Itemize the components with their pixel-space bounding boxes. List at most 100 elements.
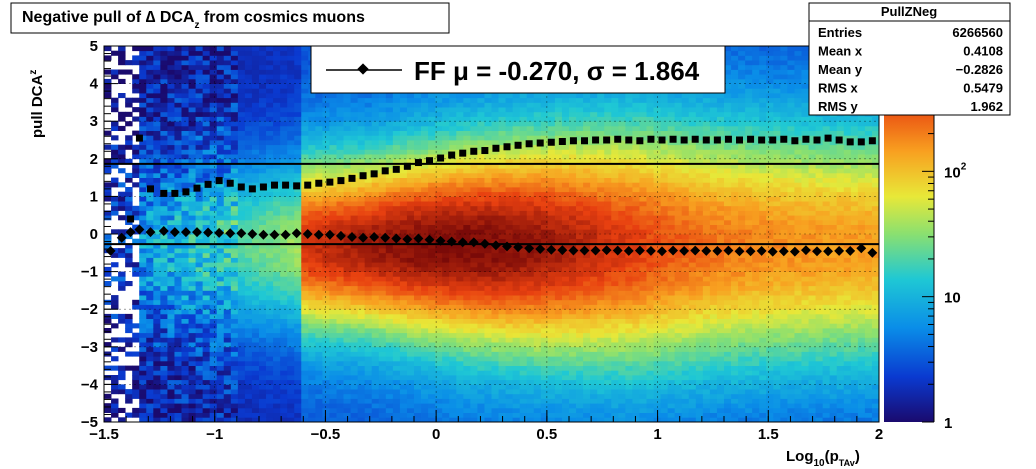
rms-point <box>426 157 433 165</box>
mean-point <box>335 230 346 241</box>
mean-point <box>369 232 380 242</box>
mean-point <box>468 237 479 248</box>
mean-point <box>812 246 822 257</box>
rms-point <box>359 172 367 180</box>
mean-point <box>513 242 524 253</box>
rms-point <box>459 149 467 157</box>
mean-point <box>634 245 645 256</box>
mean-point <box>789 246 800 257</box>
stats-box: PullZNeg Entries 6266560 Mean x 0.4108 Mean … <box>808 2 1011 116</box>
rms-point <box>282 181 290 189</box>
mean-point <box>479 238 490 249</box>
rms-point <box>625 136 633 144</box>
x-tick-label: 1.5 <box>758 426 779 443</box>
rms-point <box>503 143 511 151</box>
rms-point <box>614 135 622 143</box>
mean-point <box>247 229 258 239</box>
x-axis-label: Log10(pTAv) <box>786 448 860 469</box>
mean-point <box>767 246 778 257</box>
rms-point <box>348 174 356 182</box>
x-tick-label: 0 <box>432 426 440 443</box>
x-tick-label: 2 <box>875 426 883 443</box>
rms-point <box>437 154 445 162</box>
rms-point <box>813 136 821 144</box>
rms-point <box>824 134 832 142</box>
rms-point <box>592 136 600 144</box>
mean-point <box>391 233 402 244</box>
palette-tick-label: 10 <box>944 290 961 307</box>
mean-point <box>800 245 811 256</box>
mean-point <box>125 227 136 238</box>
rms-point <box>135 134 143 142</box>
y-tick-label: −2 <box>81 301 98 318</box>
mean-point <box>645 245 656 256</box>
mean-point <box>834 245 845 256</box>
mean-point <box>169 227 180 238</box>
y-tick-label: 4 <box>90 76 99 93</box>
mean-point <box>258 229 269 240</box>
rms-point <box>237 183 245 191</box>
stats-value: 0.5479 <box>963 81 1003 96</box>
x-tick-label: 0.5 <box>536 426 557 443</box>
mean-point <box>657 246 667 257</box>
rms-point <box>581 137 588 145</box>
y-tick-label: −4 <box>81 376 99 393</box>
mean-point <box>134 224 145 235</box>
y-tick-label: 5 <box>90 38 98 55</box>
mean-point <box>269 229 280 240</box>
x-tick-label: 1 <box>653 426 661 443</box>
mean-point <box>502 241 512 252</box>
stats-value: 1.962 <box>970 99 1003 114</box>
rms-point <box>647 135 655 143</box>
mean-point <box>723 245 734 256</box>
mean-point <box>856 243 867 254</box>
rms-point <box>747 135 755 143</box>
mean-point <box>214 227 225 238</box>
mean-point <box>116 232 127 243</box>
mean-point <box>105 245 116 256</box>
mean-point <box>756 245 767 256</box>
palette-tick-label: 102 <box>944 161 967 181</box>
rms-point <box>259 183 267 191</box>
mean-point <box>280 229 291 240</box>
mean-point <box>145 227 156 238</box>
rms-point <box>514 141 522 149</box>
rms-point <box>248 185 256 193</box>
y-tick-label: 3 <box>90 113 98 130</box>
mean-point <box>203 227 214 238</box>
rms-point <box>724 135 732 143</box>
rms-point <box>392 165 400 173</box>
rms-point <box>603 136 611 144</box>
x-tick-label: −1.5 <box>89 426 119 443</box>
rms-point <box>547 138 555 146</box>
stats-title: PullZNeg <box>881 4 937 19</box>
y-tick-label: −1 <box>81 264 98 281</box>
rms-point <box>846 138 854 146</box>
rms-point <box>293 182 301 190</box>
mean-point <box>380 232 391 243</box>
mean-point <box>612 245 623 256</box>
mean-point <box>867 247 878 258</box>
rms-point <box>702 136 710 144</box>
x-tick-label: −0.5 <box>311 426 341 443</box>
rms-point <box>569 137 577 145</box>
mean-point <box>590 245 601 256</box>
y-tick-label: 1 <box>90 188 98 205</box>
rms-point <box>769 136 777 144</box>
rms-point <box>127 215 135 223</box>
legend: FF μ = -0.270, σ = 1.864 <box>310 45 726 94</box>
rms-point <box>193 184 201 192</box>
rms-point <box>226 179 234 187</box>
mean-point <box>535 244 546 254</box>
mean-point <box>225 228 236 239</box>
mean-point <box>845 245 856 256</box>
rms-point <box>868 137 876 145</box>
mean-point <box>690 245 701 256</box>
rms-point <box>791 137 799 145</box>
rms-point <box>448 151 456 159</box>
rms-point <box>525 140 533 148</box>
heatmap-cells <box>104 46 879 422</box>
mean-point <box>712 245 723 256</box>
rms-point <box>835 136 843 144</box>
mean-point <box>424 234 435 245</box>
